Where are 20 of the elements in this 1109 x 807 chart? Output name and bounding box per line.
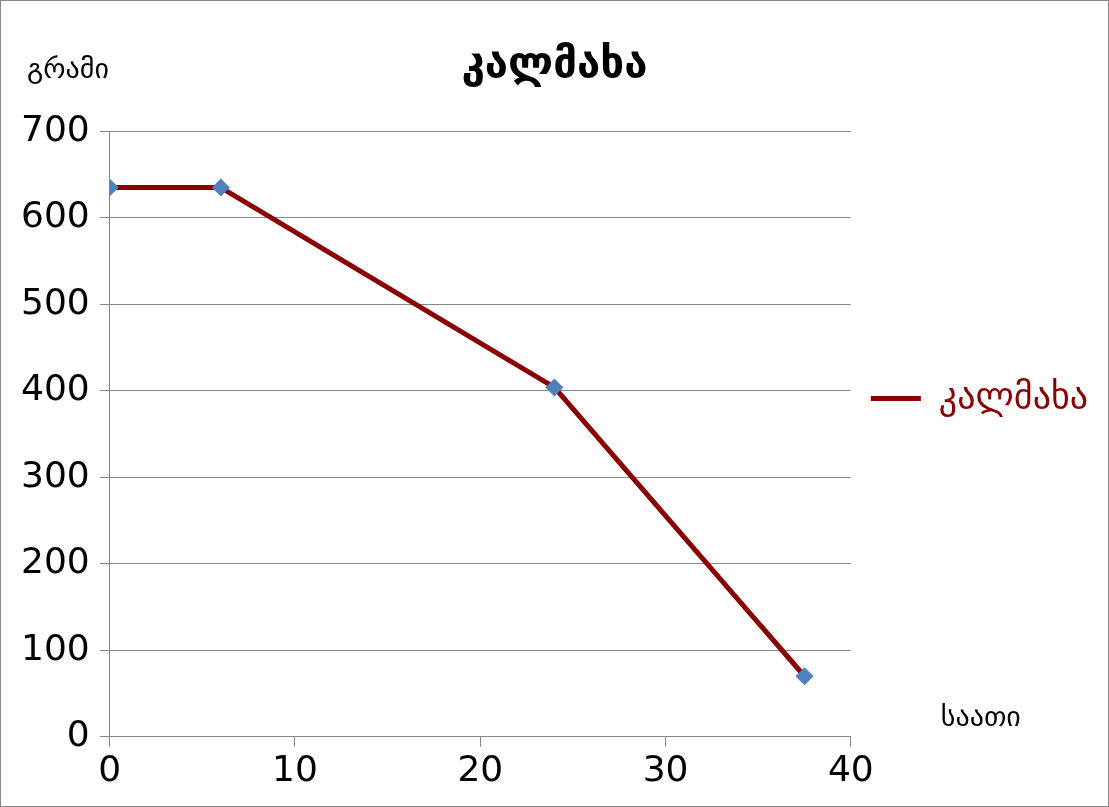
y-axis-title: გრამი — [27, 52, 109, 86]
point — [545, 378, 564, 397]
y-tick-label: 400 — [20, 367, 90, 409]
y-tick-label: 0 — [66, 713, 90, 755]
legend-label: კალმახა — [938, 374, 1089, 417]
x-tick-label: 30 — [642, 747, 689, 789]
y-tick-label: 500 — [20, 280, 90, 322]
chart-title: კალმახა — [461, 38, 648, 88]
x-tick-label: 20 — [457, 747, 504, 789]
point — [795, 667, 814, 686]
x-axis-title: საათი — [940, 700, 1021, 734]
point — [211, 178, 230, 197]
x-tick-label: 40 — [827, 747, 874, 789]
y-tick-label: 200 — [20, 540, 90, 582]
x-tick-label: 10 — [272, 747, 318, 789]
y-tick-label: 700 — [20, 107, 90, 149]
y-tick-label: 300 — [20, 453, 90, 495]
y-tick-label: 100 — [20, 626, 90, 668]
x-tick-label: 0 — [98, 747, 122, 789]
y-tick-label: 600 — [20, 194, 90, 236]
